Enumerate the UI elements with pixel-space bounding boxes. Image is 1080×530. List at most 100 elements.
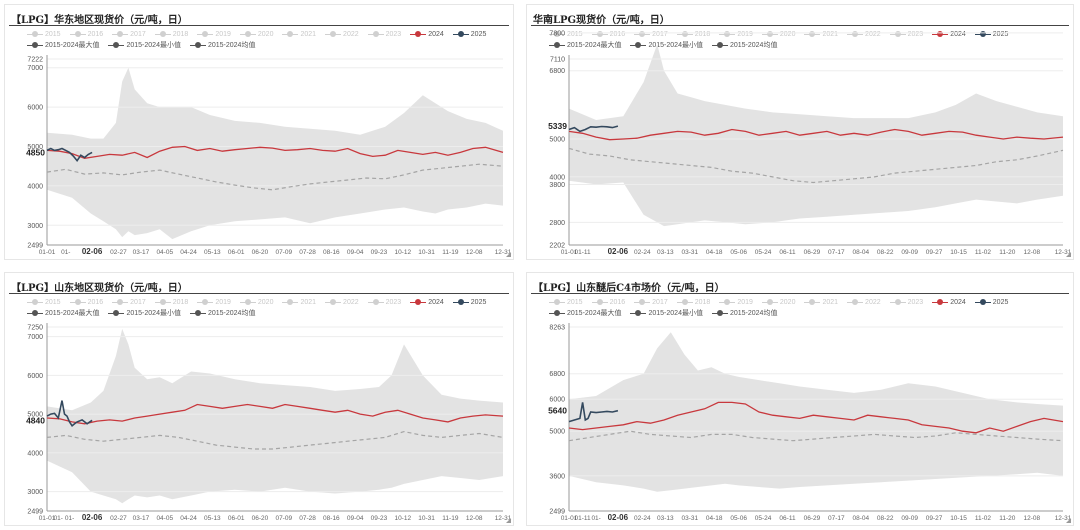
legend-item[interactable]: 2019 <box>197 29 231 40</box>
legend-item[interactable]: 2024 <box>410 29 444 40</box>
legend-item[interactable]: 2025 <box>452 297 486 308</box>
x-tick-label: 03-31 <box>681 515 698 522</box>
y-tick-label: 8263 <box>549 325 565 332</box>
legend-item[interactable]: 2023 <box>367 297 401 308</box>
legend-item[interactable]: 2021 <box>804 29 838 40</box>
legend-item[interactable]: 2015 <box>27 29 61 40</box>
legend-item[interactable]: 2018 <box>676 297 710 308</box>
legend-item[interactable]: 2018 <box>676 29 710 40</box>
legend-item[interactable]: 2023 <box>889 297 923 308</box>
legend-item[interactable]: 2024 <box>932 297 966 308</box>
legend-item[interactable]: 2015 <box>549 297 583 308</box>
chart-legend[interactable]: 2015 2016 2017 2018 2019 2020 2021 2022 2023 2024… <box>549 29 1065 51</box>
resize-handle[interactable] <box>506 252 511 257</box>
legend-label: 2022 <box>343 31 359 38</box>
legend-item[interactable]: 2015-2024最大值 <box>549 308 621 319</box>
x-tick-label: 07-28 <box>299 249 316 256</box>
legend-label: 2015-2024最小值 <box>126 310 181 317</box>
legend-item[interactable]: 2015 <box>27 297 61 308</box>
legend-item[interactable]: 2015-2024最小值 <box>630 40 703 51</box>
legend-item[interactable]: 2016 <box>591 297 625 308</box>
legend-item[interactable]: 2015-2024最小值 <box>108 308 181 319</box>
chart-panel-shandong: 【LPG】山东地区现货价（元/吨，日） 2015 2016 2017 2018 2019… <box>4 272 514 526</box>
legend-label: 2022 <box>865 31 881 38</box>
legend-item[interactable]: 2020 <box>239 297 273 308</box>
x-tick-label: 10-12 <box>394 249 411 256</box>
legend-item[interactable]: 2024 <box>932 29 966 40</box>
x-tick-label: 10-31 <box>418 249 435 256</box>
legend-marker-icon <box>630 309 647 317</box>
legend-item[interactable]: 2017 <box>634 29 668 40</box>
legend-item[interactable]: 2022 <box>847 297 881 308</box>
legend-item[interactable]: 2017 <box>112 297 146 308</box>
legend-item[interactable]: 2022 <box>847 29 881 40</box>
legend-item[interactable]: 2018 <box>154 297 188 308</box>
y-tick-label: 5000 <box>27 412 43 419</box>
legend-item[interactable]: 2015-2024最大值 <box>27 40 99 51</box>
legend-item[interactable]: 2022 <box>325 29 359 40</box>
legend-marker-icon <box>711 309 728 317</box>
legend-item[interactable]: 2017 <box>634 297 668 308</box>
legend-item[interactable]: 2020 <box>239 29 273 40</box>
x-tick-label: 05-24 <box>755 249 772 256</box>
legend-item[interactable]: 2015-2024均值 <box>711 40 777 51</box>
legend-item[interactable]: 2015 <box>549 29 583 40</box>
y-tick-label: 3000 <box>27 489 43 496</box>
legend-item[interactable]: 2015-2024均值 <box>189 40 255 51</box>
legend-item[interactable]: 2019 <box>719 29 753 40</box>
legend-item[interactable]: 2015-2024最大值 <box>549 40 621 51</box>
legend-marker-icon <box>630 41 647 49</box>
legend-label: 2015 <box>567 299 583 306</box>
chart-legend[interactable]: 2015 2016 2017 2018 2019 2020 2021 2022 2023 2024… <box>27 29 505 51</box>
legend-item[interactable]: 2015-2024均值 <box>711 308 777 319</box>
legend-item[interactable]: 2018 <box>154 29 188 40</box>
legend-item[interactable]: 2025 <box>452 29 486 40</box>
x-tick-label: 11-19 <box>442 249 459 256</box>
legend-item[interactable]: 2020 <box>761 297 795 308</box>
legend-item[interactable]: 2019 <box>197 297 231 308</box>
resize-handle[interactable] <box>506 518 511 523</box>
legend-label: 2023 <box>907 31 924 38</box>
legend-item[interactable]: 2015-2024最大值 <box>27 308 99 319</box>
legend-marker-icon <box>591 30 608 38</box>
legend-marker-icon <box>889 298 906 306</box>
legend-item[interactable]: 2016 <box>69 29 103 40</box>
legend-marker-icon <box>197 30 214 38</box>
legend-label: 2024 <box>950 299 966 306</box>
legend-item[interactable]: 2016 <box>591 29 625 40</box>
chart-legend[interactable]: 2015 2016 2017 2018 2019 2020 2021 2022 2023 2024… <box>27 297 505 319</box>
legend-item[interactable]: 2015-2024最小值 <box>630 308 703 319</box>
legend-item[interactable]: 2015-2024最小值 <box>108 40 181 51</box>
legend-item[interactable]: 2024 <box>410 297 444 308</box>
range-band <box>47 328 503 504</box>
legend-item[interactable]: 2020 <box>761 29 795 40</box>
legend-item[interactable]: 2015-2024均值 <box>189 308 255 319</box>
chart-title: 【LPG】山东地区现货价（元/吨，日） <box>11 283 188 294</box>
legend-item[interactable]: 2025 <box>974 29 1008 40</box>
legend-item[interactable]: 2021 <box>282 297 316 308</box>
resize-handle[interactable] <box>1066 252 1071 257</box>
chart-legend[interactable]: 2015 2016 2017 2018 2019 2020 2021 2022 2023 2024… <box>549 297 1065 319</box>
legend-item[interactable]: 2021 <box>804 297 838 308</box>
legend-item[interactable]: 2022 <box>325 297 359 308</box>
legend-item[interactable]: 2025 <box>974 297 1008 308</box>
x-tick-label: 08-16 <box>323 249 340 256</box>
legend-item[interactable]: 2023 <box>889 29 924 40</box>
x-tick-label: 01-01 <box>561 515 578 522</box>
legend-item[interactable]: 2021 <box>282 29 316 40</box>
resize-handle[interactable] <box>1066 518 1071 523</box>
legend-item[interactable]: 2016 <box>69 297 103 308</box>
title-divider <box>9 293 509 294</box>
legend-marker-icon <box>932 30 949 38</box>
legend-item[interactable]: 2017 <box>112 29 146 40</box>
legend-item[interactable]: 2023 <box>367 29 401 40</box>
legend-label: 2021 <box>300 31 317 38</box>
x-tick-label: 09-04 <box>347 249 364 256</box>
x-tick-label: 03-13 <box>657 515 674 522</box>
x-tick-label: 07-17 <box>828 515 845 522</box>
legend-label: 2015-2024最小值 <box>648 310 703 317</box>
legend-label: 2021 <box>822 299 839 306</box>
legend-marker-icon <box>325 298 342 306</box>
legend-item[interactable]: 2019 <box>719 297 753 308</box>
